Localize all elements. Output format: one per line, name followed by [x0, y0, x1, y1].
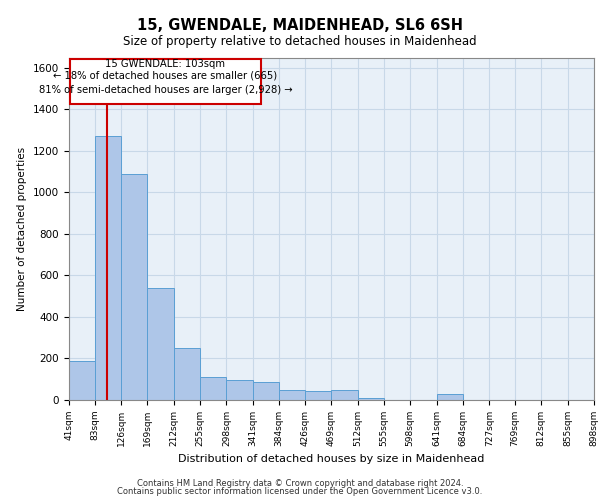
Bar: [226, 380, 253, 400]
Bar: [200, 377, 226, 400]
Text: Contains HM Land Registry data © Crown copyright and database right 2024.: Contains HM Land Registry data © Crown c…: [137, 478, 463, 488]
Bar: [174, 348, 200, 400]
Bar: [305, 390, 331, 400]
Bar: [253, 382, 279, 400]
Bar: [437, 394, 463, 400]
Bar: [70, 58, 262, 104]
Bar: [331, 390, 358, 400]
Bar: [95, 136, 121, 400]
Text: 15 GWENDALE: 103sqm: 15 GWENDALE: 103sqm: [106, 59, 226, 69]
Bar: [279, 390, 305, 400]
Text: ← 18% of detached houses are smaller (665): ← 18% of detached houses are smaller (66…: [53, 70, 278, 80]
Bar: [358, 398, 384, 400]
Bar: [121, 174, 148, 400]
Bar: [148, 288, 174, 400]
Y-axis label: Number of detached properties: Number of detached properties: [17, 146, 28, 311]
Text: 15, GWENDALE, MAIDENHEAD, SL6 6SH: 15, GWENDALE, MAIDENHEAD, SL6 6SH: [137, 18, 463, 32]
Text: 81% of semi-detached houses are larger (2,928) →: 81% of semi-detached houses are larger (…: [38, 85, 292, 95]
Bar: [69, 360, 95, 400]
X-axis label: Distribution of detached houses by size in Maidenhead: Distribution of detached houses by size …: [178, 454, 485, 464]
Text: Contains public sector information licensed under the Open Government Licence v3: Contains public sector information licen…: [118, 487, 482, 496]
Text: Size of property relative to detached houses in Maidenhead: Size of property relative to detached ho…: [123, 35, 477, 48]
